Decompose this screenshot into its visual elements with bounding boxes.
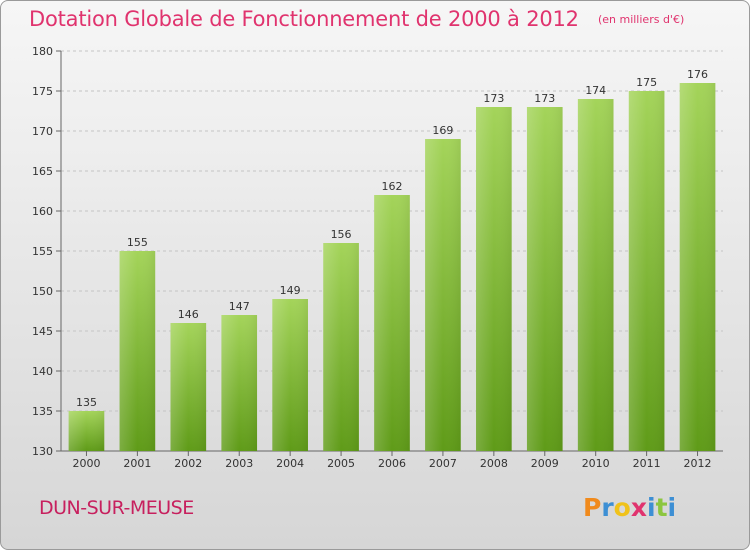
bar-value-label: 173: [483, 92, 504, 105]
x-tick-label: 2004: [276, 457, 304, 470]
bar-shine: [577, 99, 614, 451]
place-name: DUN-SUR-MEUSE: [39, 497, 194, 519]
logo-letter: r: [601, 493, 614, 522]
bar-value-label: 176: [687, 68, 708, 81]
bar: [425, 139, 461, 451]
y-tick-label: 145: [32, 325, 53, 338]
chart-unit-label: (en milliers d'€): [597, 13, 685, 26]
x-tick-label: 2000: [72, 457, 100, 470]
x-tick-label: 2012: [684, 457, 712, 470]
y-tick-label: 155: [32, 245, 53, 258]
chart-title: Dotation Globale de Fonctionnement de 20…: [29, 7, 579, 31]
bar-value-label: 155: [127, 236, 148, 249]
bar-shine: [628, 91, 665, 451]
y-tick-label: 180: [32, 45, 53, 58]
logo-letter: o: [613, 493, 631, 522]
proxiti-logo: Proxiti: [583, 493, 676, 522]
x-tick-label: 2007: [429, 457, 457, 470]
logo-letter: P: [583, 493, 602, 522]
bar-value-label: 156: [331, 228, 352, 241]
x-tick-label: 2009: [531, 457, 559, 470]
bar-shine: [679, 83, 716, 451]
bar: [68, 411, 105, 451]
bar-shine: [425, 139, 461, 451]
bar: [323, 243, 359, 451]
x-tick-label: 2001: [123, 457, 151, 470]
x-tick-label: 2011: [633, 457, 661, 470]
x-tick-label: 2010: [582, 457, 610, 470]
axes: 130 135 140 145 150 155 160 165 170 175 180 2000 200…: [32, 45, 723, 470]
bar: [526, 107, 563, 451]
bar: [272, 299, 308, 451]
x-tick-label: 2002: [174, 457, 202, 470]
bar-shine: [68, 411, 105, 451]
bar-value-label: 169: [432, 124, 453, 137]
bar: [221, 315, 258, 451]
y-tick-label: 140: [32, 365, 53, 378]
bar-shine: [323, 243, 359, 451]
bar-shine: [374, 195, 410, 451]
bar-value-label: 147: [229, 300, 250, 313]
bar-value-label: 149: [280, 284, 301, 297]
data-labels: 135 155 146 147 149 156 162 169 173 173 174 175 176: [76, 68, 708, 409]
x-tick-label: 2008: [480, 457, 508, 470]
bar-value-label: 173: [534, 92, 555, 105]
x-tick-label: 2005: [327, 457, 355, 470]
y-tick-label: 160: [32, 205, 53, 218]
bar: [170, 323, 207, 451]
logo-letter: t: [655, 493, 668, 522]
logo-letter: i: [647, 493, 656, 522]
bar-value-label: 175: [636, 76, 657, 89]
bar-shine: [476, 107, 512, 451]
y-tick-label: 165: [32, 165, 53, 178]
y-tick-label: 135: [32, 405, 53, 418]
y-tick-label: 175: [32, 85, 53, 98]
bar-value-label: 146: [178, 308, 199, 321]
bar-shine: [526, 107, 563, 451]
bar-shine: [170, 323, 207, 451]
bar-shine: [221, 315, 258, 451]
bar-value-label: 135: [76, 396, 97, 409]
title-row: Dotation Globale de Fonctionnement de 20…: [29, 7, 684, 31]
y-tick-label: 170: [32, 125, 53, 138]
bar-shine: [272, 299, 308, 451]
bar: [577, 99, 614, 451]
bars: [68, 83, 716, 451]
bar: [374, 195, 410, 451]
y-tick-label: 130: [32, 445, 53, 458]
bar: [476, 107, 512, 451]
bar-value-label: 174: [585, 84, 606, 97]
logo-letter: i: [667, 493, 677, 522]
bar: [679, 83, 716, 451]
bar: [119, 251, 156, 451]
y-tick-label: 150: [32, 285, 53, 298]
bar-shine: [119, 251, 156, 451]
bar: [628, 91, 665, 451]
x-tick-label: 2003: [225, 457, 253, 470]
x-tick-label: 2006: [378, 457, 406, 470]
bar-value-label: 162: [382, 180, 403, 193]
logo-letter: x: [630, 493, 647, 522]
